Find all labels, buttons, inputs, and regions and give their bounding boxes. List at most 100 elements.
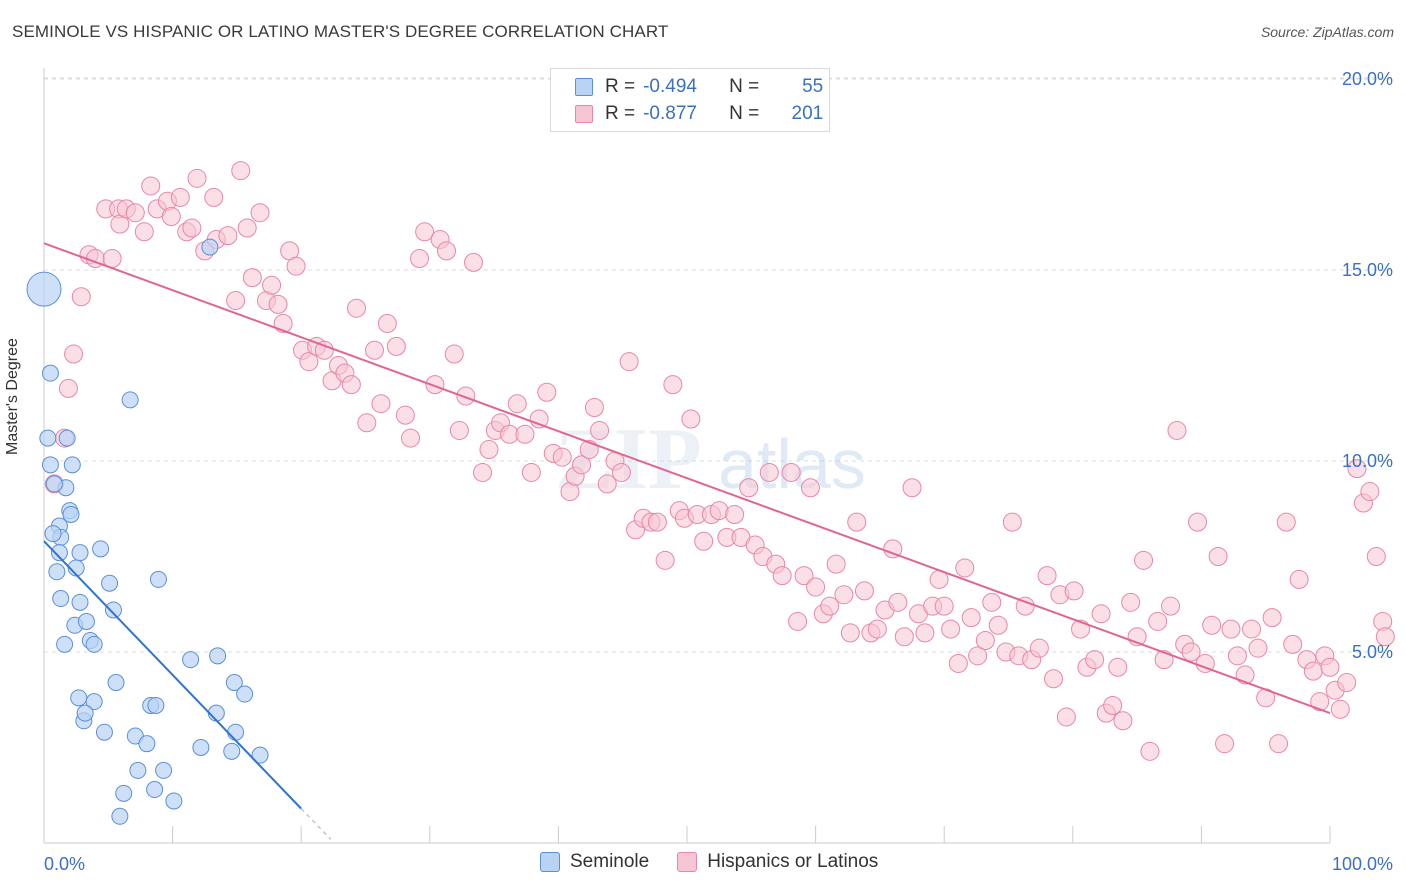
seminole-point xyxy=(101,574,119,592)
hispanic-point xyxy=(537,382,557,402)
hispanic-point xyxy=(968,646,988,666)
hispanic-point xyxy=(1360,482,1380,502)
hispanic-point xyxy=(473,462,493,482)
seminole-point xyxy=(236,685,254,703)
seminole-point xyxy=(71,593,89,611)
hispanic-point xyxy=(915,623,935,643)
hispanic-point xyxy=(794,566,814,586)
hispanic-point xyxy=(975,631,995,651)
hispanic-point xyxy=(1121,592,1141,612)
seminole-legend-label: Seminole xyxy=(570,851,650,872)
axes xyxy=(43,68,1331,844)
seminole-point xyxy=(26,271,62,307)
hispanic-point xyxy=(611,462,631,482)
seminole-trend-line xyxy=(43,540,302,810)
hispanic-trend-line xyxy=(43,242,1331,715)
hispanic-point xyxy=(371,394,391,414)
hispanic-point xyxy=(1202,615,1222,635)
hispanic-point xyxy=(934,596,954,616)
hispanic-swatch xyxy=(575,105,593,123)
hispanic-point xyxy=(386,336,406,356)
hispanic-point xyxy=(456,386,476,406)
seminole-point xyxy=(107,674,125,692)
n-label: N = xyxy=(729,103,760,124)
hispanic-point xyxy=(262,275,282,295)
hispanic-point xyxy=(1242,619,1262,639)
seminole-point xyxy=(52,590,70,608)
hispanic-point xyxy=(1262,608,1282,628)
seminole-legend-swatch xyxy=(540,852,560,872)
seminole-point xyxy=(85,693,103,711)
r-label: R = xyxy=(605,103,636,124)
legend-row-seminole: R = -0.494 N = 55 xyxy=(575,74,823,100)
hispanic-point xyxy=(64,344,84,364)
hispanic-point xyxy=(888,592,908,612)
seminole-point xyxy=(138,735,156,753)
legend-item-hispanic[interactable]: Hispanics or Latinos xyxy=(677,851,878,873)
hispanic-point xyxy=(1337,673,1357,693)
hispanic-legend-swatch xyxy=(677,852,698,872)
hispanic-point xyxy=(401,428,421,448)
seminole-n-value: 55 xyxy=(802,76,824,97)
seminole-point xyxy=(44,525,62,543)
seminole-point xyxy=(48,563,66,581)
hispanic-point xyxy=(739,478,759,498)
hispanic-point xyxy=(955,558,975,578)
hispanic-point xyxy=(226,291,246,311)
hispanic-point xyxy=(1085,650,1105,670)
hispanic-point xyxy=(1215,734,1235,754)
hispanic-point xyxy=(170,187,190,207)
hispanic-point xyxy=(834,585,854,605)
hispanic-point xyxy=(1091,604,1111,624)
hispanic-point xyxy=(161,207,181,227)
y-tick-label: 10.0% xyxy=(1342,451,1393,471)
hispanic-point xyxy=(894,627,914,647)
seminole-point xyxy=(77,612,95,630)
hispanic-point xyxy=(1347,459,1367,479)
seminole-point xyxy=(251,746,269,764)
hispanic-point xyxy=(299,352,319,372)
hispanic-point xyxy=(1029,638,1049,658)
hispanic-point xyxy=(988,615,1008,635)
hispanic-point xyxy=(1375,627,1395,647)
seminole-point xyxy=(70,689,88,707)
y-tick-label: 15.0% xyxy=(1342,260,1393,280)
hispanic-point xyxy=(1188,512,1208,532)
seminole-point xyxy=(39,429,57,447)
hispanic-point xyxy=(357,413,377,433)
seminole-point xyxy=(225,674,243,692)
hispanic-point xyxy=(788,611,808,631)
seminole-point xyxy=(165,792,183,810)
hispanic-point xyxy=(218,226,238,246)
hispanic-point xyxy=(941,619,961,639)
hispanic-point xyxy=(1303,661,1323,681)
hispanic-point xyxy=(1181,642,1201,662)
hispanic-point xyxy=(250,203,270,223)
hispanic-point xyxy=(444,344,464,364)
legend-item-seminole[interactable]: Seminole xyxy=(540,851,649,873)
seminole-point xyxy=(182,651,200,669)
hispanic-point xyxy=(1208,547,1228,566)
y-tick-label: 20.0% xyxy=(1342,69,1393,89)
hispanic-point xyxy=(1064,581,1084,601)
hispanic-point xyxy=(71,287,91,307)
hispanic-point xyxy=(58,378,78,398)
seminole-point xyxy=(155,761,173,779)
hispanic-point xyxy=(1037,566,1057,586)
r-label: R = xyxy=(605,76,636,97)
seminole-point xyxy=(95,723,113,741)
x-tick-label: 100.0% xyxy=(1332,854,1393,874)
seminole-point xyxy=(115,784,133,802)
hispanic-point xyxy=(268,294,288,314)
seminole-point xyxy=(227,723,245,741)
hispanic-point xyxy=(867,619,887,639)
hispanic-point xyxy=(1140,741,1160,761)
hispanic-point xyxy=(425,375,445,395)
seminole-point xyxy=(71,544,89,562)
hispanic-point xyxy=(584,398,604,418)
hispanic-point xyxy=(479,440,499,460)
hispanic-r-value: -0.877 xyxy=(643,103,697,124)
hispanic-point xyxy=(314,340,334,360)
seminole-point xyxy=(223,742,241,760)
hispanic-point xyxy=(1056,707,1076,727)
